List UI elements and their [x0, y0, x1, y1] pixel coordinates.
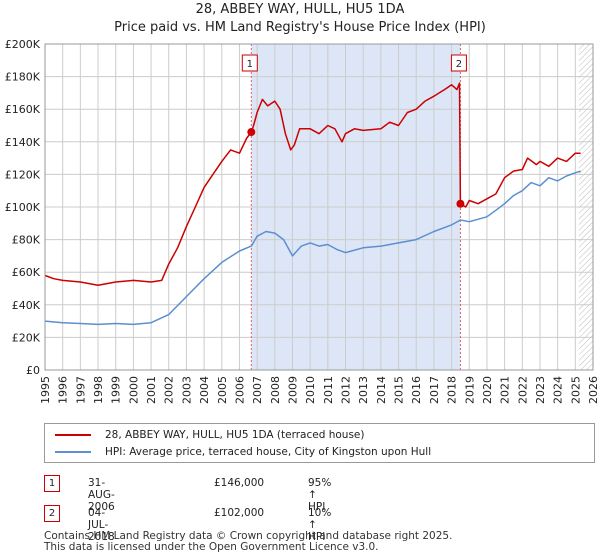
x-tick-label: 2022 — [516, 376, 529, 404]
transaction-date: 31-AUG-2006 — [88, 477, 115, 513]
x-tick-label: 2007 — [251, 376, 264, 404]
x-tick-label: 2015 — [393, 376, 406, 404]
sale-label-box — [450, 54, 467, 72]
x-tick-label: 2005 — [216, 376, 229, 404]
transaction-hpi-change: 10% ↑ HPI — [308, 507, 332, 543]
footer-license: This data is licensed under the Open Gov… — [44, 541, 379, 553]
legend-label-hpi: HPI: Average price, terraced house, City… — [105, 446, 432, 458]
x-tick-label: 1999 — [110, 376, 123, 404]
transaction-number: 2 — [44, 505, 60, 522]
y-tick-label: £180K — [5, 71, 41, 84]
y-tick-label: £200K — [5, 38, 41, 51]
chart-subtitle: Price paid vs. HM Land Registry's House … — [114, 20, 486, 35]
x-tick-label: 2021 — [499, 376, 512, 404]
x-tick-label: 2019 — [463, 376, 476, 404]
legend: 28, ABBEY WAY, HULL, HU5 1DA (terraced h… — [44, 423, 595, 463]
y-tick-label: £40K — [12, 299, 41, 312]
x-tick-label: 2020 — [481, 376, 494, 404]
x-tick-label: 2026 — [587, 376, 600, 404]
x-tick-label: 2001 — [145, 376, 158, 404]
y-tick-label: £100K — [5, 201, 41, 214]
x-tick-label: 2017 — [428, 376, 441, 404]
y-tick-label: £120K — [5, 168, 41, 181]
chart-title: 28, ABBEY WAY, HULL, HU5 1DA — [195, 2, 405, 17]
x-tick-label: 2003 — [180, 376, 193, 404]
x-tick-label: 2009 — [286, 376, 299, 404]
sale-label: 1 — [247, 59, 253, 70]
y-tick-label: £20K — [12, 331, 41, 344]
x-tick-label: 2011 — [322, 376, 335, 404]
legend-label-property: 28, ABBEY WAY, HULL, HU5 1DA (terraced h… — [105, 429, 365, 441]
x-tick-label: 1996 — [57, 376, 70, 404]
x-tick-label: 1995 — [39, 376, 52, 404]
x-tick-label: 2002 — [163, 376, 176, 404]
y-tick-label: £140K — [5, 136, 41, 149]
footer-copyright: Contains HM Land Registry data © Crown c… — [44, 530, 453, 542]
x-tick-label: 2025 — [569, 376, 582, 404]
y-tick-label: £80K — [12, 234, 41, 247]
legend-swatch-property — [55, 434, 91, 436]
property-price-line — [44, 82, 581, 286]
hpi-line — [44, 170, 581, 326]
x-tick-label: 1998 — [92, 376, 105, 404]
y-tick-label: £160K — [5, 103, 41, 116]
x-tick-label: 2004 — [198, 376, 211, 404]
legend-item-hpi: HPI: Average price, terraced house, City… — [55, 444, 431, 460]
legend-swatch-hpi — [55, 451, 91, 453]
legend-item-property: 28, ABBEY WAY, HULL, HU5 1DA (terraced h… — [55, 427, 365, 443]
sale-point — [247, 128, 256, 137]
sale-point — [456, 199, 465, 208]
footer-attribution: Contains HM Land Registry data © Crown c… — [44, 531, 452, 553]
x-tick-label: 2018 — [446, 376, 459, 404]
transaction-price: £146,000 — [214, 477, 265, 489]
x-tick-label: 2008 — [269, 376, 282, 404]
x-tick-label: 2010 — [304, 376, 317, 404]
transaction-number: 1 — [44, 475, 60, 492]
x-tick-label: 2023 — [534, 376, 547, 404]
transaction-hpi-change: 95% ↑ HPI — [308, 477, 332, 513]
x-tick-label: 2024 — [552, 376, 565, 404]
x-tick-label: 2016 — [410, 376, 423, 404]
x-tick-label: 2006 — [233, 376, 246, 404]
x-tick-label: 2014 — [375, 376, 388, 404]
sale-label-box — [241, 54, 258, 72]
y-tick-label: £60K — [12, 266, 41, 279]
price-chart: 1 2 £0 £20K £40K £60K £80K £100K £120K £140K £160… — [5, 38, 600, 404]
x-tick-label: 2000 — [127, 376, 140, 404]
y-tick-label: £0 — [26, 364, 40, 377]
transaction-price: £102,000 — [214, 507, 265, 519]
plot-frame — [44, 43, 594, 371]
sale-label: 2 — [456, 59, 462, 70]
x-tick-label: 2012 — [340, 376, 353, 404]
x-tick-label: 1997 — [74, 376, 87, 404]
x-tick-label: 2013 — [357, 376, 370, 404]
transaction-date: 04-JUL-2018 — [88, 507, 115, 543]
